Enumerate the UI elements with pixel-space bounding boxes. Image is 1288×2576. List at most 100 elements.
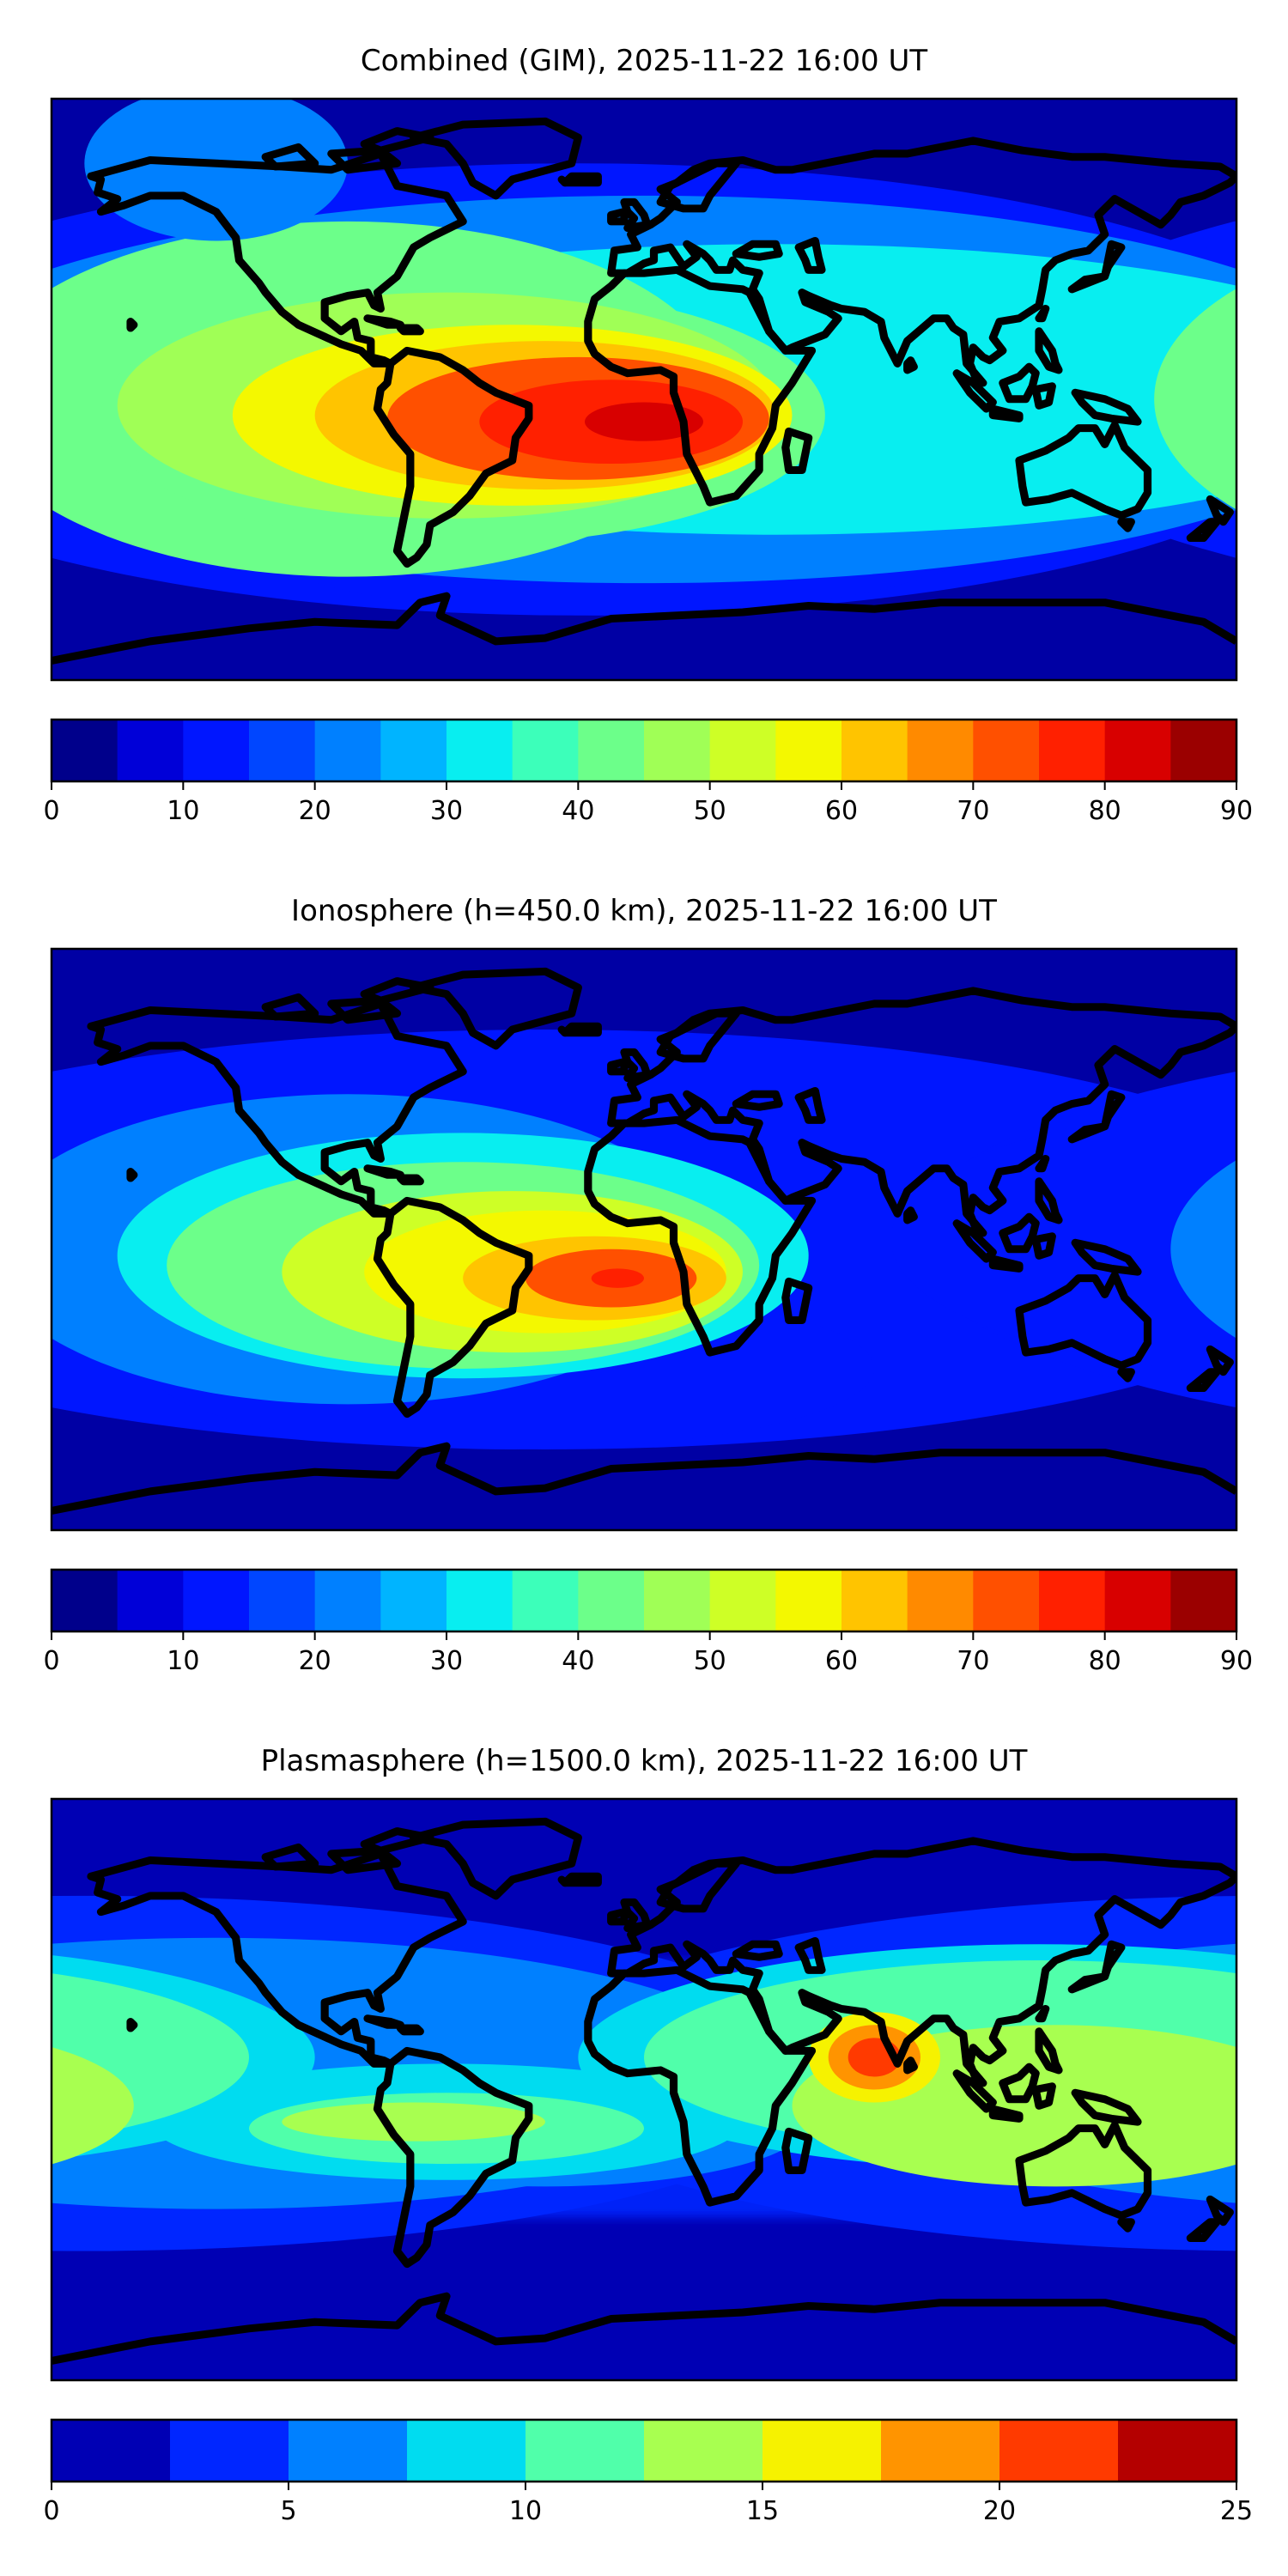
colorbar-frame [50,2418,1238,2483]
map-frame [50,947,1238,1532]
panel-title: Combined (GIM), 2025-11-22 16:00 UT [361,44,927,78]
colorbar-swatch [170,2420,289,2482]
colorbar-tick-label: 10 [167,796,199,826]
colorbar-swatch [1104,720,1171,781]
colorbar-swatch [117,1570,184,1631]
colorbar-tick-label: 40 [562,796,594,826]
colorbar-swatch [907,720,974,781]
tec-field [52,1895,1236,2251]
colorbar-swatch [52,2420,171,2482]
colorbar-tick-label: 70 [957,796,989,826]
panel-title: Plasmasphere (h=1500.0 km), 2025-11-22 1… [261,1744,1028,1778]
colorbar-swatch [644,1570,711,1631]
colorbar-tick-label: 15 [746,2496,779,2526]
colorbar-frame [50,718,1238,783]
colorbar-swatch [709,1570,776,1631]
colorbar-swatch [762,2420,882,2482]
tec-contour-5 [1154,289,1236,510]
colorbar-tick-label: 90 [1220,796,1253,826]
tec-contour-7 [84,99,348,241]
colorbar-tick-label: 0 [43,1646,59,1676]
colorbar-tick-label: 0 [43,2496,59,2526]
colorbar-swatch [1118,2420,1237,2482]
tec-contour-3 [1170,1159,1236,1339]
colorbar-swatch [709,720,776,781]
tec-map [52,86,1288,680]
colorbar-swatch [999,2420,1119,2482]
map-frame [50,1797,1238,2382]
colorbar-swatch [447,720,513,781]
colorbar-swatch [407,2420,526,2482]
tec-map [52,949,1236,1530]
tec-contour-13 [585,402,703,441]
colorbar-swatch [249,1570,316,1631]
colorbar-swatch [52,1570,118,1631]
colorbar-swatch [526,2420,645,2482]
colorbar-tick-label: 10 [509,2496,542,2526]
tec-contour-1 [890,1105,1236,1374]
colorbar-tick-label: 70 [957,1646,989,1676]
colorbar-tick-label: 40 [562,1646,594,1676]
colorbar-tick-label: 20 [299,1646,331,1676]
colorbar-swatch [289,2420,408,2482]
colorbar-swatch [1039,1570,1106,1631]
colorbar-swatch [973,1570,1040,1631]
colorbar-swatch [578,720,645,781]
colorbar-tick-label: 10 [167,1646,199,1676]
colorbar-tick-label: 50 [694,796,726,826]
panel-ionosphere: Ionosphere (h=450.0 km), 2025-11-22 16:0… [43,894,1253,1676]
panel-plasmasphere: Plasmasphere (h=1500.0 km), 2025-11-22 1… [43,1744,1253,2526]
colorbar-swatch [117,720,184,781]
colorbar-tick-label: 0 [43,796,59,826]
colorbar: 0 5 10 15 20 25 [43,2418,1253,2526]
colorbar-tick-label: 20 [983,2496,1016,2526]
colorbar-swatch [183,720,250,781]
colorbar-swatch [1104,1570,1171,1631]
colorbar: 0 10 20 30 40 50 60 70 80 90 [43,718,1253,826]
colorbar-swatch [314,1570,381,1631]
colorbar-swatch [512,1570,579,1631]
colorbar-swatch [1039,720,1106,781]
colorbar-swatch [380,1570,447,1631]
colorbar-tick-label: 25 [1220,2496,1253,2526]
colorbar-swatch [644,2420,763,2482]
colorbar-tick-label: 30 [430,796,463,826]
colorbar-swatch [52,720,118,781]
colorbar-tick-label: 20 [299,796,331,826]
colorbar-swatch [841,1570,908,1631]
colorbar-swatch [841,720,908,781]
colorbar-tick-label: 60 [825,1646,858,1676]
colorbar-swatch [578,1570,645,1631]
colorbar-swatch [447,1570,513,1631]
colorbar-frame [50,1568,1238,1633]
colorbar: 0 10 20 30 40 50 60 70 80 90 [43,1568,1253,1676]
map-frame [50,97,1238,682]
colorbar-tick-label: 5 [280,2496,296,2526]
colorbar-swatch [512,720,579,781]
colorbar-swatch [249,720,316,781]
colorbar-swatch [907,1570,974,1631]
colorbar-tick-label: 30 [430,1646,463,1676]
tec-map [52,1799,1236,2380]
tec-contour-8 [282,2102,545,2142]
colorbar-tick-label: 90 [1220,1646,1253,1676]
tec-contour-10 [591,1268,644,1288]
tec-contour-7 [1269,86,1288,241]
colorbar-swatch [775,1570,842,1631]
colorbar-swatch [775,720,842,781]
panel-title: Ionosphere (h=450.0 km), 2025-11-22 16:0… [291,894,997,928]
colorbar-swatch [1170,720,1237,781]
colorbar-swatch [973,720,1040,781]
colorbar-tick-label: 60 [825,796,858,826]
colorbar-tick-label: 80 [1089,1646,1121,1676]
colorbar-tick-label: 50 [694,1646,726,1676]
panel-combined: Combined (GIM), 2025-11-22 16:00 UT 0 10 2… [43,44,1288,826]
colorbar-swatch [183,1570,250,1631]
colorbar-swatch [644,720,711,781]
colorbar-swatch [881,2420,1000,2482]
colorbar-tick-label: 80 [1089,796,1121,826]
colorbar-swatch [380,720,447,781]
colorbar-swatch [1170,1570,1237,1631]
colorbar-swatch [314,720,381,781]
